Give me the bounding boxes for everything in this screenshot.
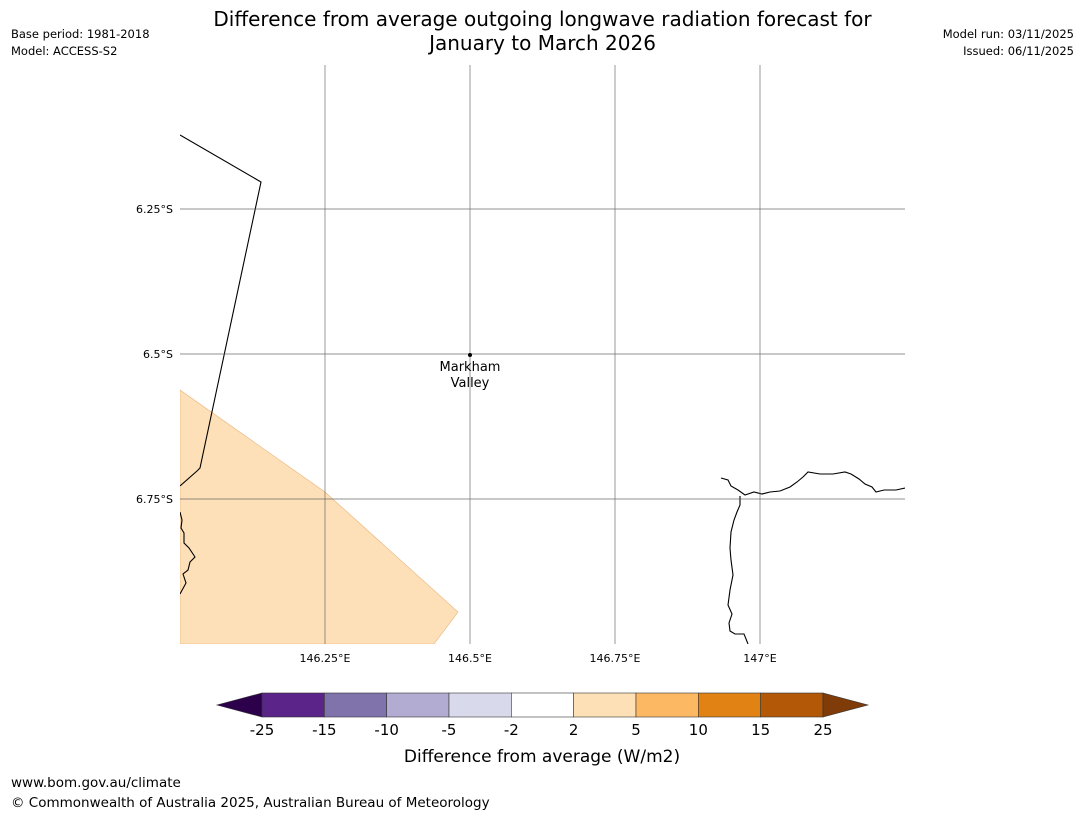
colorbar: -25 -15 -10 -5 -2 2 5 10 15 25 Difference from av… xyxy=(215,692,870,767)
meta-left: Base period: 1981-2018 Model: ACCESS-S2 xyxy=(11,26,150,60)
colorbar-tick-label: 10 xyxy=(689,721,708,739)
lon-label: 147°E xyxy=(743,652,776,665)
border-line xyxy=(180,134,262,487)
anomaly-region-2-to-5 xyxy=(180,389,459,644)
coastline-east xyxy=(720,471,905,496)
base-period: Base period: 1981-2018 xyxy=(11,27,150,41)
location-label-line-1: Markham xyxy=(440,360,501,375)
colorbar-tick-label: 15 xyxy=(751,721,770,739)
colorbar-title: Difference from average (W/m2) xyxy=(404,747,680,767)
colorbar-tick-label: -15 xyxy=(312,721,337,739)
colorbar-tick-label: -25 xyxy=(250,721,275,739)
model-name: Model: ACCESS-S2 xyxy=(11,44,118,58)
colorbar-labels: -25 -15 -10 -5 -2 2 5 10 15 25 xyxy=(250,721,833,739)
colorbar-box xyxy=(261,692,325,718)
location-marker xyxy=(468,353,472,357)
colorbar-tick-label: -5 xyxy=(442,721,457,739)
colorbar-box xyxy=(573,692,637,718)
lat-label: 6.25°S xyxy=(136,203,173,216)
colorbar-box xyxy=(760,692,824,718)
title-line-2: January to March 2026 xyxy=(429,31,656,55)
footer-url: www.bom.gov.au/climate xyxy=(11,775,181,791)
colorbar-box xyxy=(324,692,387,718)
lon-label: 146.5°E xyxy=(448,652,492,665)
colorbar-box xyxy=(448,692,512,718)
meta-right: Model run: 03/11/2025 Issued: 06/11/2025 xyxy=(943,26,1074,60)
colorbar-box xyxy=(698,692,761,718)
chart-title: Difference from average outgoing longwav… xyxy=(0,7,1085,55)
colorbar-boxes xyxy=(261,692,824,718)
footer-copyright: © Commonwealth of Australia 2025, Austra… xyxy=(11,795,490,811)
colorbar-tick-label: -2 xyxy=(504,721,519,739)
map-area: Markham Valley xyxy=(180,65,905,644)
colorbar-tick-label: 5 xyxy=(631,721,641,739)
colorbar-extend-low xyxy=(215,692,263,718)
colorbar-box xyxy=(635,692,699,718)
location-label-line-2: Valley xyxy=(451,376,490,391)
colorbar-box xyxy=(386,692,450,718)
coastline-south xyxy=(727,496,749,644)
title-line-1: Difference from average outgoing longwav… xyxy=(213,7,872,31)
lon-label: 146.25°E xyxy=(300,652,351,665)
colorbar-extend-high xyxy=(822,692,870,718)
lat-label: 6.5°S xyxy=(143,348,173,361)
lon-label: 146.75°E xyxy=(590,652,641,665)
issued-date: Issued: 06/11/2025 xyxy=(963,44,1074,58)
colorbar-tick-label: 2 xyxy=(569,721,579,739)
colorbar-tick-label: 25 xyxy=(813,721,832,739)
colorbar-tick-label: -10 xyxy=(374,721,399,739)
lat-label: 6.75°S xyxy=(136,493,173,506)
model-run: Model run: 03/11/2025 xyxy=(942,27,1074,41)
coastline-west xyxy=(180,511,196,595)
colorbar-box xyxy=(511,692,574,718)
